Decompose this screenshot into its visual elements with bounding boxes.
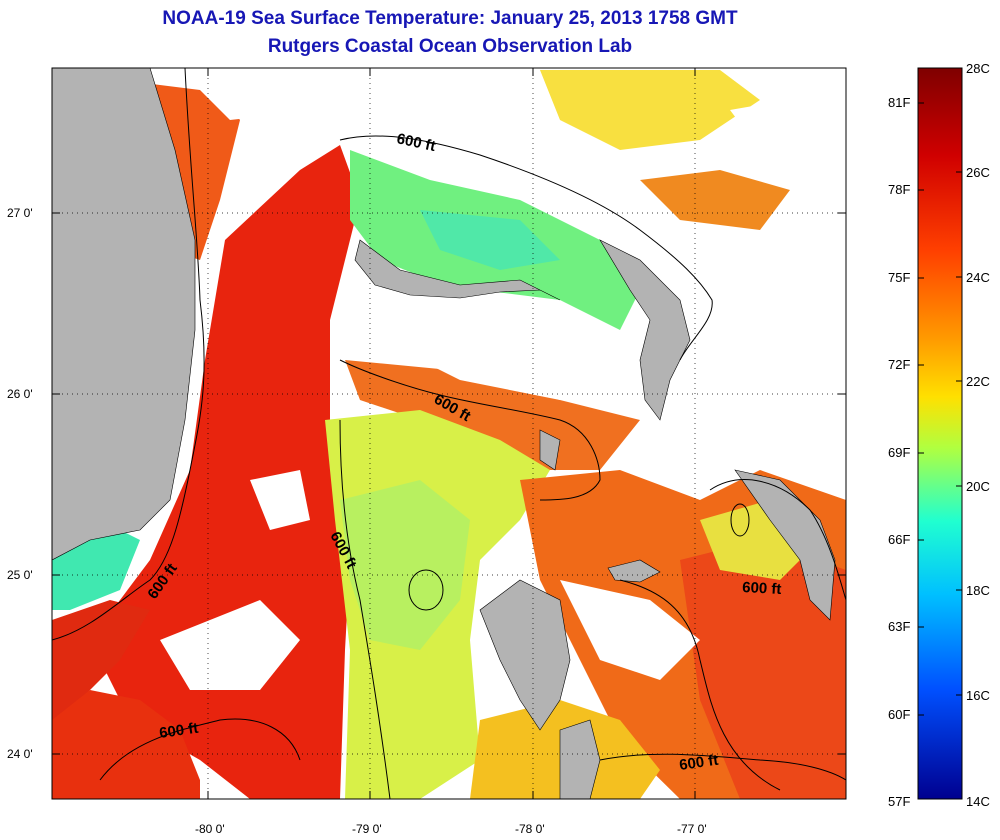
axis-ticks: [52, 68, 846, 799]
lon-label: -77 0': [677, 822, 707, 836]
map-title: NOAA-19 Sea Surface Temperature: January…: [162, 8, 738, 29]
colorbar-fahrenheit-label: 75F: [888, 270, 910, 285]
colorbar-fahrenheit-label: 66F: [888, 532, 910, 547]
contour-florida-shelf: [52, 68, 205, 641]
contour-eleuthera: [709, 479, 846, 601]
map-subtitle: Rutgers Coastal Ocean Observation Lab: [267, 36, 633, 57]
colorbar-celsius-label: 20C: [966, 479, 990, 494]
colorbar-fahrenheit-label: 72F: [888, 357, 910, 372]
eleuthera-island: [734, 469, 836, 621]
colorbar-celsius-label: 18C: [966, 583, 990, 598]
contour-eleuthera-small: [730, 503, 750, 537]
grand-bahama-island: [354, 239, 561, 301]
contour-south: [599, 753, 846, 781]
colorbar-celsius-label: 26C: [966, 165, 990, 180]
lon-label: -78 0': [515, 822, 545, 836]
contour-keys: [99, 718, 301, 781]
lon-label: -79 0': [352, 822, 382, 836]
contour-label: 600 ft: [158, 720, 199, 742]
contour-tongue-west: [339, 419, 391, 799]
contour-label: 600 ft: [678, 752, 719, 774]
colorbar-fahrenheit-label: 57F: [888, 794, 910, 809]
lat-label: 24 0': [7, 747, 33, 761]
south-andros-island: [559, 719, 601, 799]
contour-little-bahama-bank: [339, 135, 713, 361]
berry-islands: [539, 429, 561, 471]
colorbar-celsius-label: 16C: [966, 688, 990, 703]
lat-label: 27 0': [7, 206, 33, 220]
contour-tongue-seamount: [408, 569, 444, 611]
colorbar-fahrenheit-label: 81F: [888, 95, 910, 110]
colorbar-gradient: [917, 67, 963, 800]
map-gridlines: [52, 68, 846, 799]
new-providence-island: [607, 559, 661, 583]
map-plot-area: 600 ft 600 ft 600 ft 600 ft 600 ft 600 f…: [52, 68, 846, 799]
colorbar-fahrenheit-label: 69F: [888, 445, 910, 460]
florida-landmass: [52, 68, 196, 561]
abaco-island: [599, 239, 691, 421]
map-frame: [51, 67, 847, 800]
contour-label: 600 ft: [742, 579, 782, 598]
colorbar-fahrenheit-label: 78F: [888, 182, 910, 197]
colorbar-celsius-label: 24C: [966, 270, 990, 285]
colorbar-celsius-label: 22C: [966, 374, 990, 389]
colorbar-celsius-label: 14C: [966, 794, 990, 809]
lon-label: -80 0': [195, 822, 225, 836]
colorbar-celsius-label: 28C: [966, 61, 990, 76]
temperature-colorbar: 28C 26C 24C 22C 20C 18C 16C 14C 81F 78F …: [888, 61, 990, 809]
colorbar-fahrenheit-label: 63F: [888, 619, 910, 634]
colorbar-fahrenheit-label: 60F: [888, 707, 910, 722]
lat-label: 26 0': [7, 387, 33, 401]
contour-great-bahama-north: [339, 359, 601, 501]
land-masses: [52, 68, 836, 799]
andros-island: [479, 579, 571, 731]
lat-label: 25 0': [7, 568, 33, 582]
depth-contours: [52, 68, 846, 799]
